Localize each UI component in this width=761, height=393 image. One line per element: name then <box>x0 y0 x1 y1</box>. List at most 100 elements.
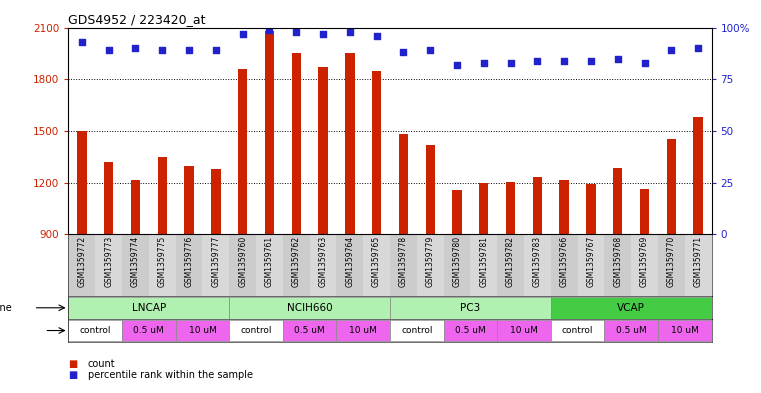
Point <box>612 55 624 62</box>
Bar <box>444 234 470 296</box>
Text: 10 uM: 10 uM <box>510 326 538 335</box>
Bar <box>336 234 363 296</box>
Text: GSM1359766: GSM1359766 <box>559 236 568 287</box>
Text: GSM1359777: GSM1359777 <box>212 236 221 287</box>
Bar <box>479 183 489 234</box>
Text: 0.5 uM: 0.5 uM <box>133 326 164 335</box>
Point <box>397 49 409 55</box>
Bar <box>604 234 631 296</box>
Bar <box>202 234 229 296</box>
Point <box>505 59 517 66</box>
Bar <box>578 234 604 296</box>
Bar <box>604 320 658 342</box>
Text: VCAP: VCAP <box>617 303 645 313</box>
Text: PC3: PC3 <box>460 303 480 313</box>
Bar <box>372 71 381 234</box>
Text: control: control <box>240 326 272 335</box>
Text: count: count <box>88 358 115 369</box>
Text: 10 uM: 10 uM <box>189 326 216 335</box>
Bar <box>283 320 336 342</box>
Text: GSM1359778: GSM1359778 <box>399 236 408 287</box>
Point <box>183 47 195 53</box>
Bar <box>158 157 167 234</box>
Bar <box>444 320 497 342</box>
Text: GSM1359761: GSM1359761 <box>265 236 274 287</box>
Point <box>531 57 543 64</box>
Bar <box>104 162 113 234</box>
Point <box>638 59 651 66</box>
Bar <box>131 180 140 234</box>
Text: NCIH660: NCIH660 <box>287 303 333 313</box>
Bar <box>291 53 301 234</box>
Point <box>371 33 383 39</box>
Point <box>156 47 168 53</box>
Point <box>424 47 436 53</box>
Bar <box>184 166 194 234</box>
Point <box>263 26 275 33</box>
Text: GSM1359760: GSM1359760 <box>238 236 247 287</box>
Bar <box>506 182 515 234</box>
Point <box>451 62 463 68</box>
Bar <box>470 234 497 296</box>
Text: GDS4952 / 223420_at: GDS4952 / 223420_at <box>68 13 206 26</box>
Point <box>585 57 597 64</box>
Bar <box>229 320 283 342</box>
Bar <box>95 234 122 296</box>
Text: GSM1359779: GSM1359779 <box>425 236 435 287</box>
Point <box>210 47 222 53</box>
Bar <box>524 234 551 296</box>
Text: 10 uM: 10 uM <box>349 326 377 335</box>
Text: 0.5 uM: 0.5 uM <box>616 326 647 335</box>
Bar <box>658 234 685 296</box>
Point <box>478 59 490 66</box>
Point <box>344 29 356 35</box>
Bar <box>390 320 444 342</box>
Bar <box>417 234 444 296</box>
Text: LNCAP: LNCAP <box>132 303 166 313</box>
Text: GSM1359767: GSM1359767 <box>587 236 595 287</box>
Bar <box>631 234 658 296</box>
Bar <box>176 320 229 342</box>
Text: 10 uM: 10 uM <box>670 326 699 335</box>
Bar <box>425 145 435 234</box>
Bar <box>693 117 703 234</box>
Bar <box>452 189 462 234</box>
Text: GSM1359762: GSM1359762 <box>291 236 301 287</box>
Text: control: control <box>401 326 432 335</box>
Bar <box>176 234 202 296</box>
Text: GSM1359768: GSM1359768 <box>613 236 622 287</box>
Text: GSM1359776: GSM1359776 <box>185 236 193 287</box>
Text: percentile rank within the sample: percentile rank within the sample <box>88 370 253 380</box>
Bar <box>310 234 336 296</box>
Bar <box>640 189 649 234</box>
Point <box>317 31 329 37</box>
Text: 0.5 uM: 0.5 uM <box>295 326 325 335</box>
Text: GSM1359764: GSM1359764 <box>345 236 355 287</box>
Bar <box>149 234 176 296</box>
Bar <box>685 234 712 296</box>
Text: GSM1359782: GSM1359782 <box>506 236 515 287</box>
Point <box>665 47 677 53</box>
Point <box>558 57 570 64</box>
Point <box>237 31 249 37</box>
Text: GSM1359765: GSM1359765 <box>372 236 381 287</box>
Text: GSM1359763: GSM1359763 <box>319 236 327 287</box>
Bar <box>229 234 256 296</box>
Bar <box>238 69 247 234</box>
Text: GSM1359783: GSM1359783 <box>533 236 542 287</box>
Point <box>692 45 704 51</box>
Bar <box>586 184 596 234</box>
Text: GSM1359773: GSM1359773 <box>104 236 113 287</box>
Bar <box>399 134 408 234</box>
Bar <box>497 320 551 342</box>
Text: GSM1359775: GSM1359775 <box>158 236 167 287</box>
Bar <box>122 320 176 342</box>
Bar <box>390 297 551 319</box>
Bar <box>229 297 390 319</box>
Bar <box>336 320 390 342</box>
Text: GSM1359774: GSM1359774 <box>131 236 140 287</box>
Text: control: control <box>80 326 111 335</box>
Bar <box>122 234 149 296</box>
Text: GSM1359771: GSM1359771 <box>693 236 702 287</box>
Text: control: control <box>562 326 594 335</box>
